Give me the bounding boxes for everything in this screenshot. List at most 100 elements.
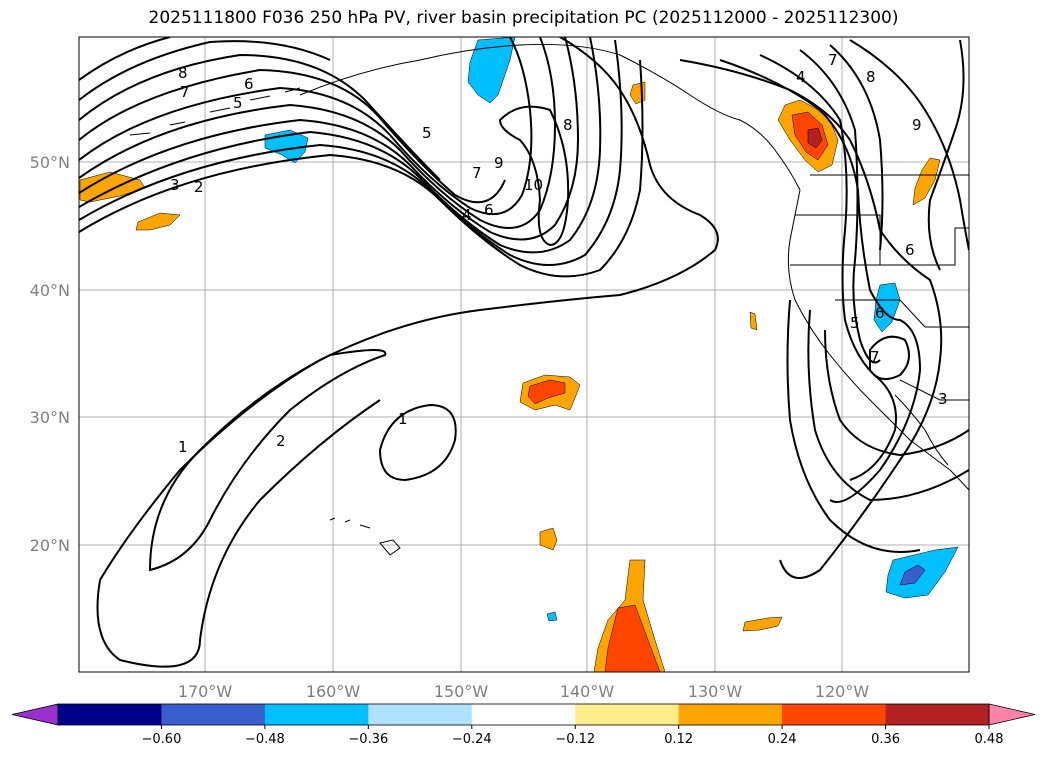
colorbar-swatches — [11, 703, 1036, 726]
colorbar: −0.60 −0.48 −0.36 −0.24 −0.12 0.12 0.24 0.36 0.4… — [11, 703, 1036, 747]
precip-fill-areas — [79, 37, 959, 672]
contour-label: 7 — [472, 164, 482, 182]
contour-label: 2 — [276, 432, 286, 450]
pv-contour-jet-f — [79, 37, 533, 216]
pv-contour-jet-j — [79, 37, 171, 81]
coastline-hawaii — [329, 517, 401, 556]
colorbar-tick-label: −0.48 — [245, 732, 285, 747]
coastline-west-north-america — [787, 189, 969, 491]
pv-contour-east-5 — [829, 44, 884, 251]
precip-area-blue-north-pacific — [264, 129, 309, 164]
contour-label: 6 — [875, 304, 885, 322]
coastline-aleutians — [129, 87, 301, 136]
contour-label: 9 — [912, 116, 922, 134]
precip-area-orange-tiny-south — [742, 616, 783, 632]
pv-contour-east-10 — [824, 329, 969, 457]
colorbar-swatch — [58, 704, 162, 725]
contour-label: 9 — [494, 154, 504, 172]
contour-label: 1 — [178, 438, 188, 456]
lon-label: 130°W — [688, 682, 743, 701]
precip-area-red-central — [527, 379, 566, 405]
pv-contour-east-4 — [799, 49, 881, 364]
colorbar-tick-label: 0.48 — [975, 732, 1004, 747]
pv-contour-outer-south — [96, 399, 381, 668]
coastline-alaska-gulf — [299, 43, 801, 191]
state-border-or-ca — [790, 227, 969, 266]
contour-label: 6 — [244, 75, 254, 93]
colorbar-tick-label: −0.24 — [452, 732, 492, 747]
contour-labels: 8 7 6 5 3 2 5 9 7 4 6 10 8 4 7 8 9 6 5 6… — [170, 51, 948, 456]
colorbar-tick-label: −0.60 — [142, 732, 182, 747]
pv-contour-jet-c — [79, 37, 602, 254]
pv-contour-jet-d — [79, 37, 580, 241]
colorbar-extend-min — [11, 703, 59, 726]
contour-label: 8 — [563, 116, 573, 134]
contour-label: 4 — [462, 206, 472, 224]
pv-contour-trough-10 — [498, 105, 570, 247]
contour-label: 6 — [905, 241, 915, 259]
lat-label: 40°N — [30, 281, 70, 300]
pv-contour-jet-e — [79, 37, 557, 229]
lat-label: 20°N — [30, 536, 70, 555]
colorbar-swatch — [575, 704, 680, 725]
lat-label: 30°N — [30, 408, 70, 427]
contour-label: 3 — [170, 176, 180, 194]
state-border-nevada — [835, 299, 969, 328]
colorbar-extend-max — [988, 703, 1036, 726]
contour-label: 10 — [524, 176, 543, 194]
latitude-labels: 50°N 40°N 30°N 20°N — [30, 153, 70, 555]
colorbar-swatch — [782, 704, 887, 725]
contour-label: 6 — [484, 201, 494, 219]
colorbar-border — [57, 703, 990, 726]
pv-contour-east-2 — [719, 59, 922, 503]
map-title: 2025111800 F036 250 hPa PV, river basin … — [148, 8, 899, 28]
lat-label: 50°N — [30, 153, 70, 172]
pv-contours — [79, 37, 969, 668]
contour-label: 1 — [398, 410, 408, 428]
map-plot-area: 8 7 6 5 3 2 5 9 7 4 6 10 8 4 7 8 9 6 5 6… — [79, 37, 969, 672]
pv-contour-jet-a — [79, 59, 644, 278]
contour-label: 7 — [870, 348, 880, 366]
colorbar-swatch — [885, 704, 990, 725]
pv-contour-east-1 — [679, 59, 943, 579]
colorbar-tick-label: 0.24 — [768, 732, 797, 747]
contour-label: 8 — [866, 68, 876, 86]
precip-area-orange-small-east — [749, 311, 758, 331]
lon-label: 140°W — [560, 682, 615, 701]
colorbar-tick-label: −0.36 — [348, 732, 388, 747]
colorbar-ticks: −0.60 −0.48 −0.36 −0.24 −0.12 0.12 0.24 0.36 0.4… — [142, 725, 1004, 747]
map-frame — [78, 36, 970, 673]
colorbar-swatch — [161, 704, 266, 725]
pv-contour-east-3 — [759, 54, 897, 481]
precip-area-orange-west-small — [135, 212, 181, 231]
contour-label: 7 — [828, 51, 838, 69]
lon-label: 170°W — [178, 682, 233, 701]
pv-contour-2 — [148, 349, 387, 572]
lon-label: 150°W — [434, 682, 489, 701]
longitude-labels: 170°W 160°W 150°W 140°W 130°W 120°W — [178, 682, 870, 701]
contour-label: 3 — [938, 390, 948, 408]
coastlines — [129, 43, 969, 556]
coastline-baja — [894, 394, 949, 466]
precip-area-darkblue-mexico — [899, 564, 926, 586]
contour-label: 5 — [850, 314, 860, 332]
precip-area-blue-small — [546, 611, 558, 622]
political-boundaries — [790, 174, 969, 401]
pv-contour-jet-i — [79, 40, 331, 101]
precip-area-red-south — [604, 604, 661, 672]
colorbar-tick-label: 0.12 — [664, 732, 693, 747]
colorbar-swatch — [264, 704, 369, 725]
precip-area-darkred-bc — [807, 127, 823, 149]
lon-label: 120°W — [815, 682, 870, 701]
pv-contour-east-7 — [927, 39, 965, 271]
precip-area-orange-hawaii-east — [539, 527, 558, 551]
pv-contour-east-loop — [869, 335, 910, 380]
state-border-south — [899, 379, 969, 401]
pv-contour-1-loop — [378, 403, 457, 482]
pv-contour-jet-g — [79, 68, 506, 204]
contour-label: 2 — [194, 178, 204, 196]
contour-label: 5 — [233, 94, 243, 112]
contour-label: 8 — [178, 64, 188, 82]
colorbar-swatch — [368, 704, 473, 725]
